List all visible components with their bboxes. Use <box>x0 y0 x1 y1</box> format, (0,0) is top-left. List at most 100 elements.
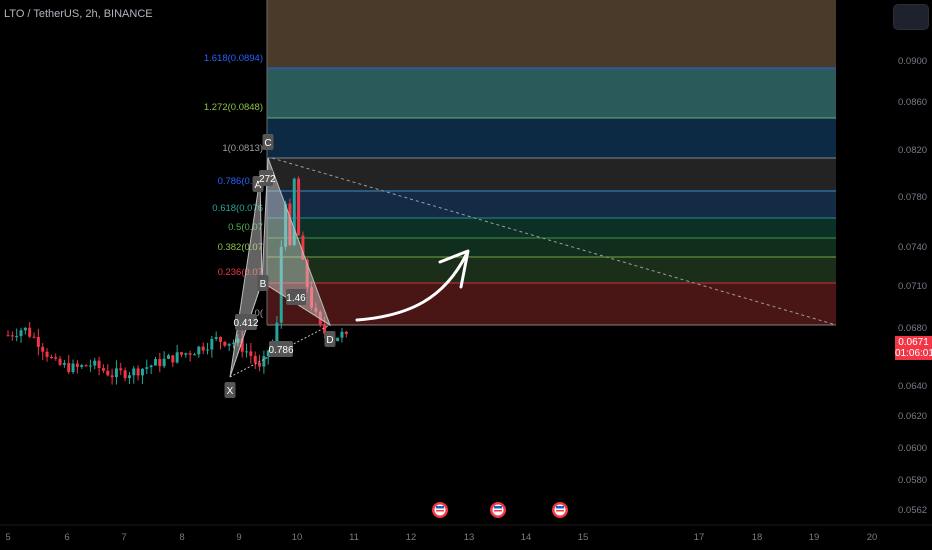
candle-body <box>305 259 309 288</box>
candle-body <box>201 346 205 351</box>
pattern-point-a-text: A <box>255 180 262 191</box>
candle-body <box>10 335 14 337</box>
x-tick-label: 5 <box>5 532 10 543</box>
candle-body <box>110 375 114 378</box>
candle-body <box>28 327 32 337</box>
event-marker-stripe <box>494 510 502 512</box>
fib-zone-extension <box>267 0 836 68</box>
candle-body <box>62 363 66 365</box>
candle-body <box>88 365 92 367</box>
pattern-ratio-1: 0.786 <box>268 341 294 357</box>
pattern-ratio-0: 0.412 <box>233 314 259 330</box>
candle-body <box>19 330 23 337</box>
candle-body <box>288 203 292 245</box>
candle-body <box>132 368 136 376</box>
candle-body <box>54 357 58 359</box>
candle-body <box>6 335 10 337</box>
candle-body <box>97 360 101 369</box>
candle-body <box>336 337 340 342</box>
candle-body <box>45 351 49 357</box>
candle-body <box>166 355 170 359</box>
candle-body <box>197 346 201 355</box>
price-axis[interactable]: 0.0900 0.0860 0.0820 0.0780 0.0740 0.0710 0.06… <box>898 56 927 516</box>
annotations <box>355 249 568 518</box>
candle-body <box>188 353 192 355</box>
candle-body <box>67 363 71 373</box>
fib-zone-1.618 <box>267 68 836 118</box>
pattern-ratio-3-text: 1.46 <box>286 293 306 304</box>
pattern-point-c: C <box>262 134 274 150</box>
x-tick-label: 7 <box>121 532 126 543</box>
pattern-point-d-bg <box>324 331 336 347</box>
event-marker-flag <box>436 506 444 509</box>
event-marker-icon <box>432 502 448 518</box>
fib-zone-1 <box>267 158 836 191</box>
candle-body <box>127 375 131 379</box>
symbol-title: LTO / TetherUS, 2h, BINANCE <box>4 8 153 20</box>
candle-body <box>23 327 27 331</box>
candle-body <box>80 365 84 367</box>
candle-body <box>292 178 296 245</box>
fib-zone-1.272 <box>267 118 836 158</box>
event-marker-flag <box>556 506 564 509</box>
candle-body <box>114 368 118 378</box>
y-tick-label: 0.0580 <box>898 475 927 486</box>
candle-body <box>314 307 318 312</box>
candle-body <box>279 246 283 323</box>
x-tick-label: 10 <box>292 532 303 543</box>
x-tick-label: 11 <box>349 532 359 543</box>
candle-body <box>140 368 144 376</box>
candle-body <box>171 355 175 363</box>
chart-settings-button[interactable] <box>893 4 929 30</box>
candle-body <box>232 342 236 344</box>
x-tick-label: 19 <box>809 532 820 543</box>
interval-label: 2h <box>85 8 98 20</box>
pattern-ratio-2-bg <box>259 170 273 186</box>
event-marker-stripe <box>556 510 564 512</box>
y-tick-label: 0.0562 <box>898 505 927 516</box>
candle-body <box>258 362 262 367</box>
candle-body <box>75 363 79 367</box>
y-tick-label: 0.0600 <box>898 443 927 454</box>
fib-label-1.272: 1.272(0.0848) <box>204 102 263 113</box>
pattern-point-c-bg <box>262 134 274 150</box>
candle-body <box>310 287 314 308</box>
fib-zone-0.618 <box>267 218 836 238</box>
candle-body <box>297 178 301 236</box>
candle-body <box>36 336 40 347</box>
pattern-point-b-text: B <box>260 279 267 290</box>
fib-zone-0.786 <box>267 191 836 218</box>
candle-body <box>240 338 244 352</box>
pattern-ratio-2: .272 <box>256 170 276 186</box>
pattern-ratio-1-bg <box>269 341 293 357</box>
candle-body <box>192 354 196 356</box>
candle-body <box>249 351 253 356</box>
candle-body <box>266 350 270 357</box>
candle-body <box>41 346 45 352</box>
y-tick-label: 0.0860 <box>898 97 927 108</box>
candle-body <box>214 337 218 339</box>
fibonacci-retracement[interactable]: 1.618(0.0894) 1.272(0.0848) 1(0.0813) 0.786… <box>204 0 837 326</box>
pattern-point-x-bg <box>224 382 236 398</box>
candle-body <box>101 368 105 371</box>
x-tick-label: 8 <box>179 532 184 543</box>
pattern-point-b-bg <box>257 275 269 291</box>
candle-body <box>84 365 88 367</box>
candle-body <box>210 338 214 350</box>
candle-body <box>158 359 162 367</box>
event-marker-flag <box>494 506 502 509</box>
projection-arrow-curve <box>355 251 469 322</box>
candle-body <box>245 351 249 353</box>
pattern-ratio-1-text: 0.786 <box>268 345 293 356</box>
projection-arrow-head <box>438 249 470 289</box>
x-tick-label: 6 <box>64 532 69 543</box>
candle-body <box>153 359 157 366</box>
time-axis[interactable]: 5 6 7 8 9 10 11 12 13 14 15 17 18 19 20 <box>0 524 932 543</box>
y-tick-label: 0.0710 <box>898 281 927 292</box>
y-tick-label: 0.0680 <box>898 323 927 334</box>
candle-body <box>162 358 166 367</box>
pattern-point-x: X <box>224 382 236 398</box>
candle-body <box>301 235 305 260</box>
harmonic-pattern[interactable]: X A B C D 0.412 0.786 .272 1.46 <box>224 134 336 398</box>
